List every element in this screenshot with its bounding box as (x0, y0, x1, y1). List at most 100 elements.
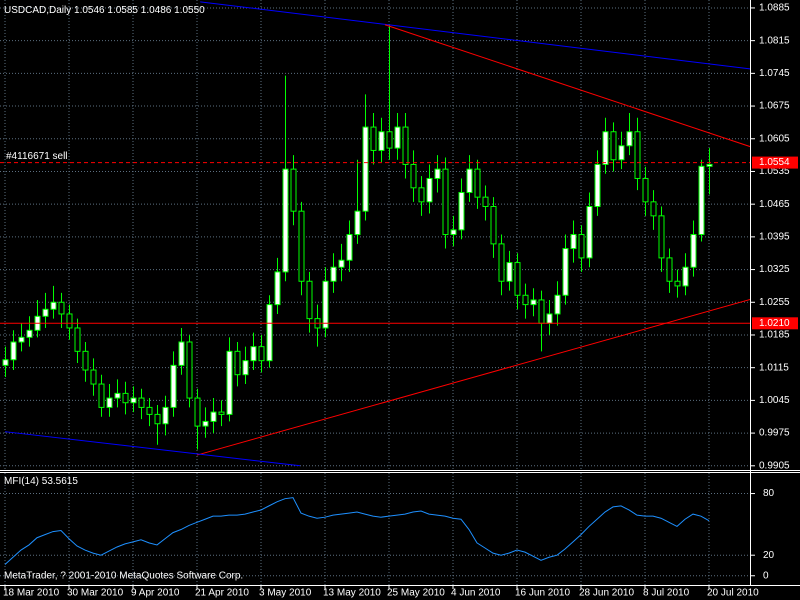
candle-body (482, 196, 489, 208)
x-tick-label: 21 Apr 2010 (195, 588, 249, 599)
x-tick-label: 13 May 2010 (323, 588, 381, 599)
candle-body (210, 411, 217, 422)
x-tick-label: 25 May 2010 (387, 588, 445, 599)
candle-body (282, 168, 289, 273)
candle-body (114, 392, 121, 399)
candle-body (98, 383, 105, 408)
candle-body (298, 210, 305, 282)
candle-body (490, 206, 497, 245)
header-open: 1.0546 (74, 5, 105, 16)
candle-body (90, 369, 97, 385)
mfi-line (4, 497, 710, 565)
candle-body (602, 131, 609, 165)
candle-body (394, 126, 401, 149)
candle-body (402, 126, 409, 165)
x-tick-label: 8 Jul 2010 (643, 588, 690, 599)
candle-body (338, 259, 345, 268)
chart-header: USDCAD,Daily 1.0546 1.0585 1.0486 1.0550 (4, 5, 205, 16)
candle-body (242, 360, 249, 376)
mfi-last-value: 53.5615 (42, 476, 79, 487)
candle-body (650, 201, 657, 217)
candle-body (626, 131, 633, 147)
y-tick-label: 1.0605 (759, 133, 790, 144)
mfi-header: MFI(14) 53.5615 (4, 476, 78, 487)
candle-body (658, 215, 665, 259)
candle-body (218, 411, 225, 415)
x-tick-label: 9 Apr 2010 (131, 588, 180, 599)
candle-body (354, 210, 361, 236)
y-tick-label: 1.0815 (759, 35, 790, 46)
candle-body (642, 177, 649, 203)
candle-body (426, 177, 433, 203)
candle-body (74, 327, 81, 352)
candle-body (178, 341, 185, 366)
candle-body (410, 163, 417, 189)
candle-body (450, 229, 457, 236)
candle-body (138, 397, 145, 408)
y-tick-label: 1.0185 (759, 330, 790, 341)
candle-body (618, 145, 625, 161)
candle-body (586, 206, 593, 259)
candle-body (290, 168, 297, 212)
y-tick-label: 1.0255 (759, 297, 790, 308)
candle-body (18, 336, 25, 343)
candle-body (378, 131, 385, 151)
price-panel: #4116671 sell (0, 1, 750, 467)
mfi-panel (4, 497, 710, 565)
y-tick-label: 1.0115 (759, 362, 789, 373)
candle-body (666, 257, 673, 282)
y-tick-label: 80 (763, 488, 775, 499)
candle-body (122, 392, 129, 404)
candle-body (362, 126, 369, 212)
trend-line (196, 299, 750, 456)
price-tag (752, 156, 798, 169)
price-tag-label: 1.0210 (759, 318, 790, 329)
y-tick-label: 1.0465 (759, 199, 790, 210)
x-tick-label: 30 Mar 2010 (67, 588, 124, 599)
candle-body (522, 294, 529, 306)
candle-body (634, 131, 641, 179)
header-close: 1.0550 (174, 5, 205, 16)
candle-body (226, 350, 233, 415)
candle-body (674, 280, 681, 287)
y-tick-label: 20 (763, 550, 775, 561)
candle-body (698, 165, 705, 236)
y-tick-label: 1.0325 (759, 264, 790, 275)
candle-body (458, 191, 465, 231)
candle-body (554, 294, 561, 315)
candle-body (498, 243, 505, 282)
price-tag-label: 1.0554 (759, 157, 790, 168)
candle-body (250, 346, 257, 362)
candle-body (162, 406, 169, 425)
candle-body (186, 341, 193, 399)
candle-body (434, 168, 441, 179)
candle-body (538, 299, 545, 324)
candle-body (58, 301, 65, 315)
candle-body (506, 262, 513, 282)
candle-body (562, 248, 569, 296)
x-tick-label: 4 Jun 2010 (451, 588, 501, 599)
x-tick-label: 16 Jun 2010 (515, 588, 570, 599)
y-tick-label: 1.0745 (759, 68, 790, 79)
candle-body (106, 397, 113, 408)
candle-body (346, 234, 353, 261)
candle-body (194, 397, 201, 427)
y-tick-label: 1.0885 (759, 3, 790, 14)
candle-body (570, 234, 577, 250)
candle-body (578, 234, 585, 259)
candle-body (610, 131, 617, 161)
candle-body (474, 168, 481, 198)
candle-body (258, 346, 265, 362)
candle-body (386, 131, 393, 149)
price-tag (752, 317, 798, 330)
candle-body (514, 262, 521, 296)
symbol-title: USDCAD,Daily (4, 5, 71, 16)
y-tick-label: 0 (763, 570, 769, 581)
candle-body (234, 350, 241, 376)
candle-body (266, 304, 273, 362)
candle-body (546, 313, 553, 324)
trend-line (384, 24, 750, 148)
y-tick-label: 1.0535 (759, 166, 790, 177)
candle-body (322, 280, 329, 329)
